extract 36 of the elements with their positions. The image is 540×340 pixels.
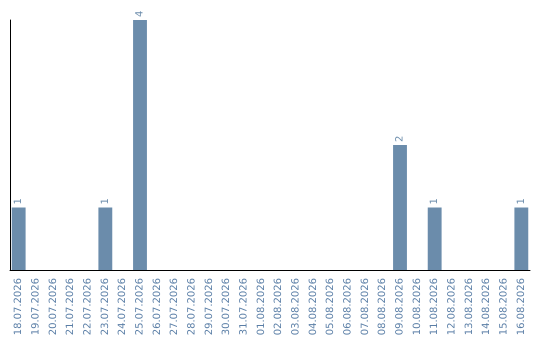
x-tick-label: 06.08.2026 <box>342 278 354 336</box>
x-tick-label: 27.07.2026 <box>169 278 180 336</box>
data-label: 1 <box>13 198 24 204</box>
x-tick-label: 13.08.2026 <box>464 278 475 336</box>
x-tick-label: 21.07.2026 <box>65 278 76 336</box>
data-label: 1 <box>100 198 111 204</box>
x-tick-label: 30.07.2026 <box>221 278 232 336</box>
x-tick-label: 05.08.2026 <box>325 278 336 336</box>
x-tick-label: 19.07.2026 <box>30 278 42 336</box>
x-tick-label: 23.07.2026 <box>100 278 111 336</box>
x-tick-label: 11.08.2026 <box>429 278 440 336</box>
x-tick-label: 31.07.2026 <box>238 278 250 336</box>
x-tick-label: 22.07.2026 <box>82 278 94 336</box>
x-tick-label: 26.07.2026 <box>152 278 163 336</box>
x-tick-label: 18.07.2026 <box>13 278 24 336</box>
x-tick-label: 15.08.2026 <box>498 278 510 336</box>
x-tick-label: 29.07.2026 <box>204 278 215 336</box>
x-tick-label: 20.07.2026 <box>48 278 59 336</box>
x-tick-label: 12.08.2026 <box>446 278 458 336</box>
data-label: 2 <box>394 136 406 142</box>
x-tick-label: 04.08.2026 <box>308 278 319 336</box>
x-tick-label: 02.08.2026 <box>273 278 284 336</box>
data-label: 1 <box>429 198 440 204</box>
x-tick-label: 07.08.2026 <box>360 278 371 336</box>
data-label: 4 <box>134 10 146 17</box>
x-tick-label: 25.07.2026 <box>134 278 146 336</box>
x-tick-label: 24.07.2026 <box>117 278 128 336</box>
x-tick-label: 28.07.2026 <box>186 278 198 336</box>
x-tick-label: 14.08.2026 <box>481 278 492 336</box>
data-label: 1 <box>516 198 527 204</box>
x-tick-label: 09.08.2026 <box>394 278 406 336</box>
x-tick-label: 16.08.2026 <box>516 278 527 336</box>
x-tick-label: 03.08.2026 <box>290 278 302 336</box>
x-tick-label: 01.08.2026 <box>256 278 267 336</box>
x-tick-label: 10.08.2026 <box>412 278 423 336</box>
x-tick-label: 08.08.2026 <box>377 278 388 336</box>
